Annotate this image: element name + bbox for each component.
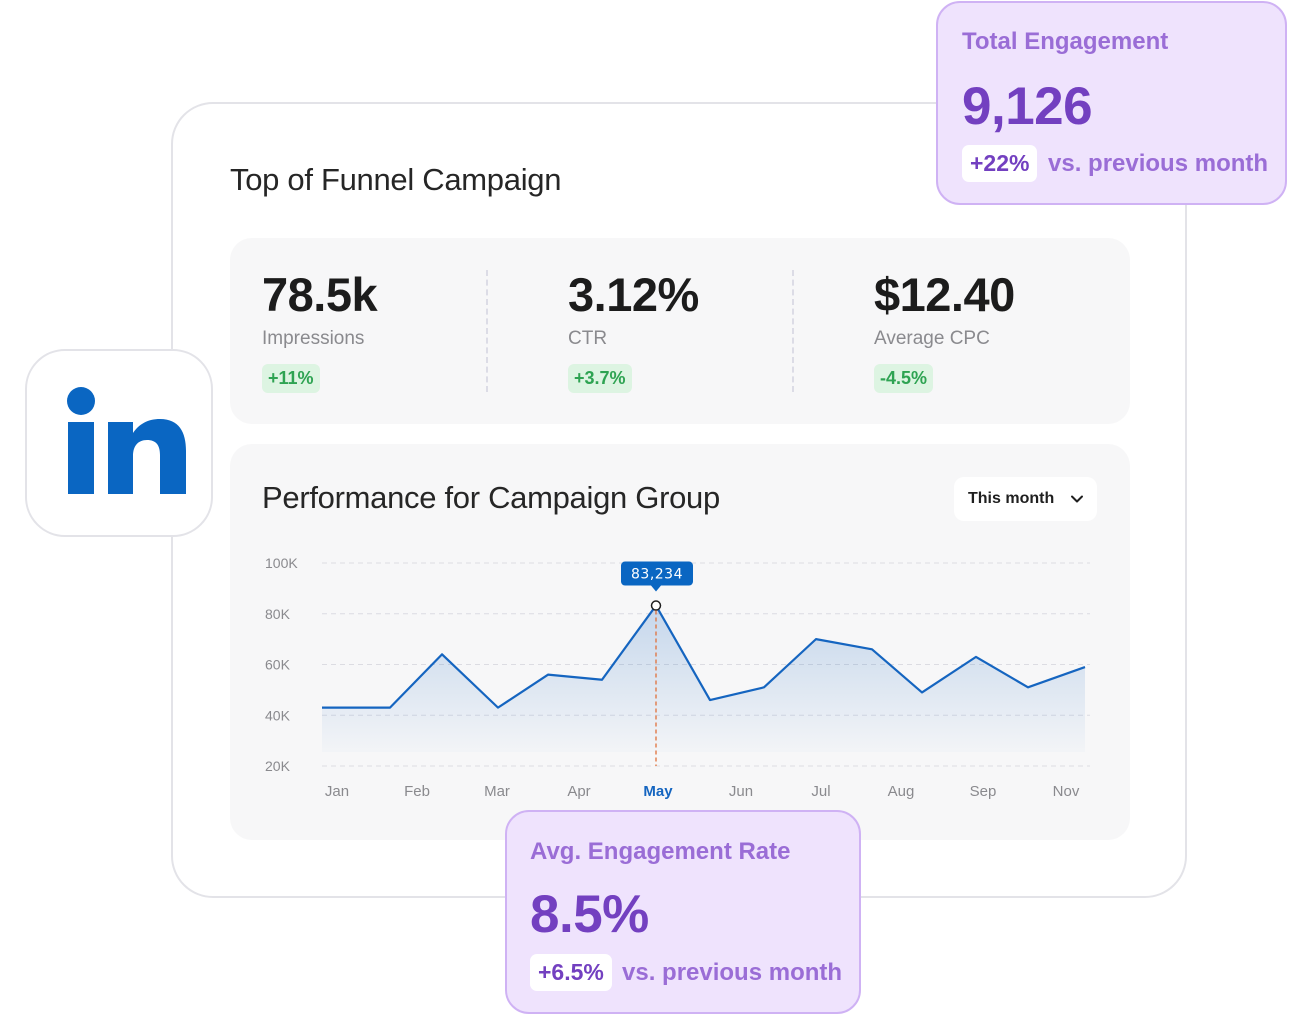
total-engagement-card: Total Engagement 9,126 +22% vs. previous… bbox=[936, 1, 1287, 205]
compare-text: vs. previous month bbox=[1048, 150, 1269, 177]
change-badge: -4.5% bbox=[874, 364, 934, 393]
metric-average-cpc: $12.40 Average CPC -4.5% bbox=[874, 268, 1015, 393]
stat-label: Avg. Engagement Rate bbox=[530, 838, 791, 865]
performance-panel: Performance for Campaign Group This mont… bbox=[230, 444, 1130, 840]
compare-text: vs. previous month bbox=[622, 959, 843, 986]
chevron-down-icon bbox=[1071, 495, 1083, 503]
chart-title: Performance for Campaign Group bbox=[262, 480, 720, 515]
metric-ctr: 3.12% CTR +3.7% bbox=[568, 268, 699, 393]
change-badge: +22% bbox=[962, 145, 1038, 182]
stat-value: 9,126 bbox=[962, 77, 1093, 136]
metrics-panel: 78.5k Impressions +11% 3.12% CTR +3.7% $… bbox=[230, 238, 1130, 424]
stat-label: Total Engagement bbox=[962, 28, 1169, 55]
metric-value: $12.40 bbox=[874, 268, 1015, 321]
metric-value: 3.12% bbox=[568, 268, 699, 321]
metric-divider bbox=[792, 270, 794, 392]
change-badge: +11% bbox=[262, 364, 320, 393]
metric-impressions: 78.5k Impressions +11% bbox=[262, 268, 378, 393]
metric-label: Impressions bbox=[262, 328, 365, 349]
campaign-title: Top of Funnel Campaign bbox=[230, 162, 562, 197]
stat-value: 8.5% bbox=[530, 885, 649, 944]
metric-label: Average CPC bbox=[874, 328, 990, 349]
avg-engagement-rate-card: Avg. Engagement Rate 8.5% +6.5% vs. prev… bbox=[505, 810, 861, 1014]
metric-value: 78.5k bbox=[262, 268, 378, 321]
period-dropdown-label: This month bbox=[968, 490, 1055, 507]
linkedin-icon bbox=[67, 387, 186, 494]
period-dropdown[interactable]: This month bbox=[954, 477, 1097, 521]
change-badge: +6.5% bbox=[530, 954, 612, 991]
metric-label: CTR bbox=[568, 328, 608, 349]
metric-divider bbox=[486, 270, 488, 392]
linkedin-logo bbox=[25, 349, 213, 537]
change-badge: +3.7% bbox=[568, 364, 632, 393]
